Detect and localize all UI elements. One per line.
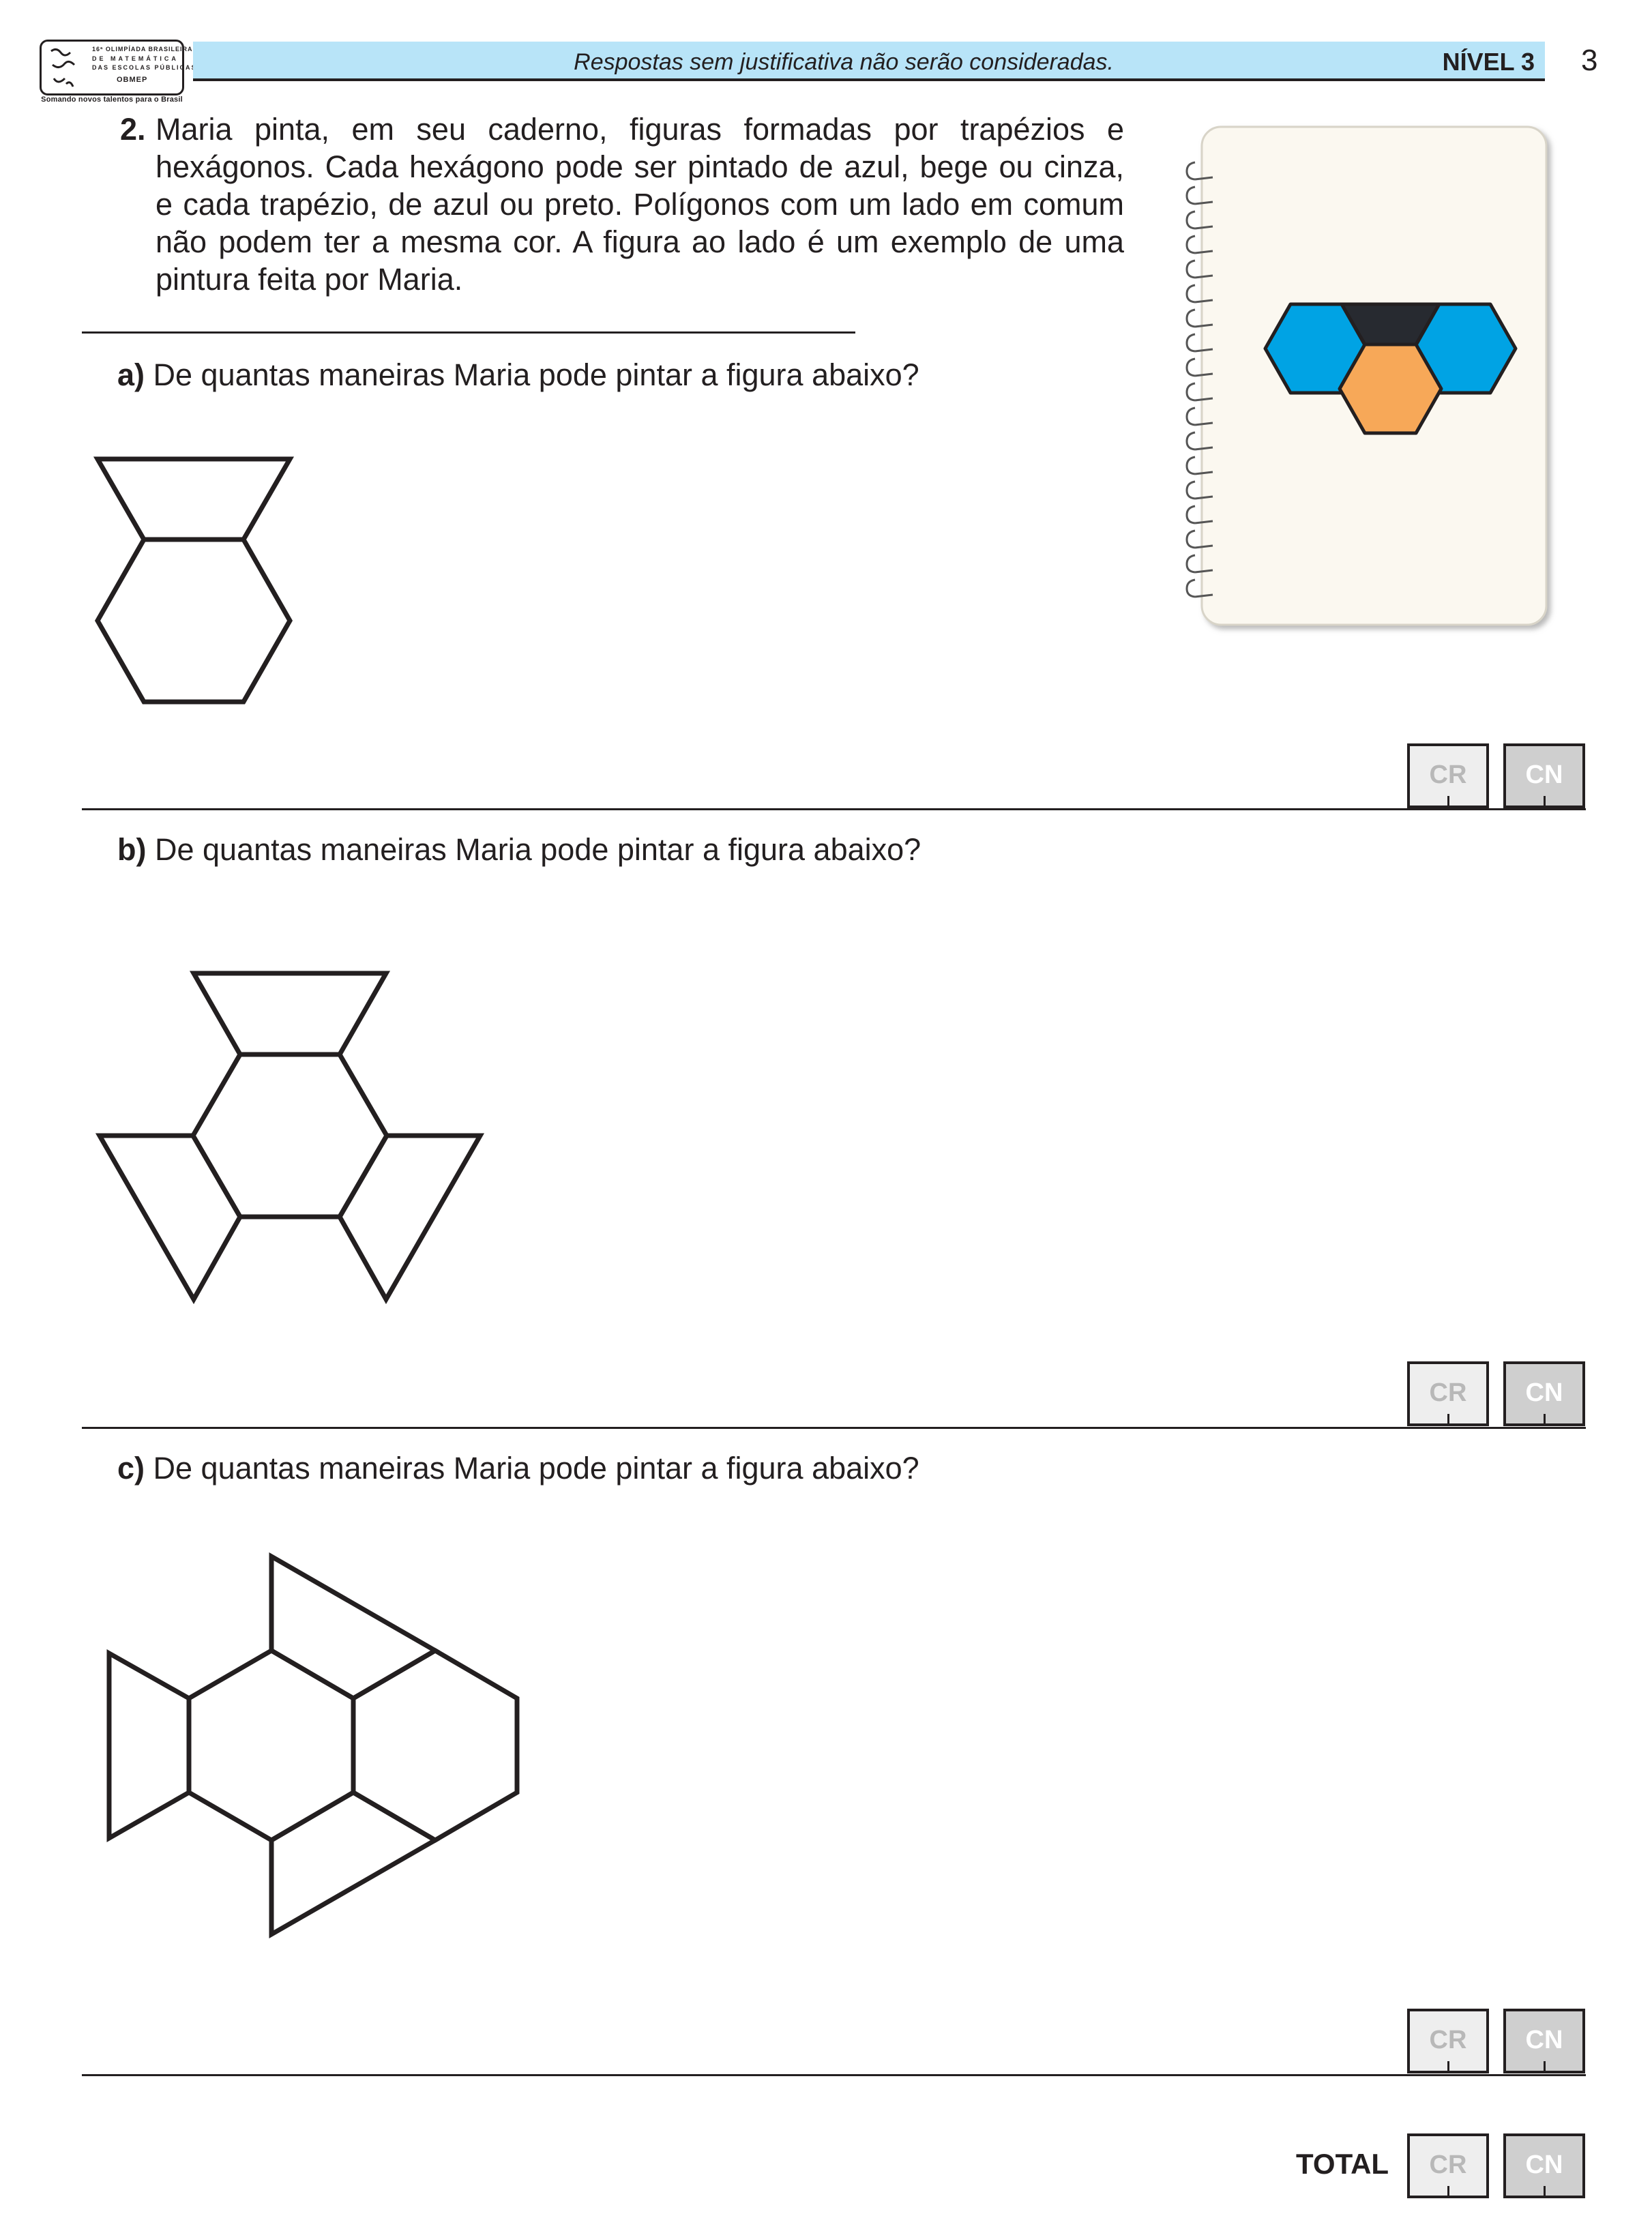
- figure-c-trapezoid-top: [269, 1552, 440, 1702]
- part-c-cn-box: CN: [1503, 2009, 1585, 2073]
- figure-c-trapezoid-bottom: [269, 1789, 440, 1939]
- part-a-rule: [82, 808, 1586, 810]
- figure-c-hexagon-right: [351, 1647, 520, 1844]
- part-a-letter: a): [117, 357, 145, 392]
- part-a-text: De quantas maneiras Maria pode pintar a …: [153, 357, 919, 392]
- part-b-rule: [82, 1427, 1586, 1429]
- example-hexagon-beige: [1338, 342, 1443, 435]
- part-b-prompt: b) De quantas maneiras Maria pode pintar…: [117, 831, 921, 868]
- separator-line: [82, 331, 855, 334]
- part-c-cr-box: CR: [1407, 2009, 1489, 2073]
- figure-b-trapezoid-left: [95, 1133, 244, 1305]
- figure-a: [93, 456, 295, 705]
- figure-c-hexagon-left: [186, 1647, 356, 1844]
- question-number: 2.: [120, 112, 146, 147]
- figure-c-trapezoid-left: [106, 1649, 192, 1843]
- level-label: NÍVEL 3: [1442, 48, 1535, 76]
- spiral-binding-icon: [1185, 161, 1213, 598]
- figure-b-hexagon: [190, 1052, 390, 1220]
- figure-b: [95, 971, 485, 1305]
- figure-c: [106, 1552, 520, 1939]
- header-note: Respostas sem justificativa não serão co…: [574, 49, 1114, 75]
- part-c-letter: c): [117, 1451, 145, 1486]
- header-band: [193, 42, 1545, 81]
- logo-line-2: DE MATEMÁTICA: [92, 55, 179, 62]
- part-a-prompt: a) De quantas maneiras Maria pode pintar…: [117, 356, 919, 394]
- part-c-text: De quantas maneiras Maria pode pintar a …: [153, 1451, 919, 1486]
- part-b-letter: b): [117, 832, 147, 867]
- total-cn-box: CN: [1503, 2133, 1585, 2198]
- logo-line-3: DAS ESCOLAS PÚBLICAS: [92, 64, 197, 71]
- logo-line-4: OBMEP: [117, 76, 148, 84]
- notebook-example-figure: [1185, 125, 1548, 626]
- part-b-cn-box: CN: [1503, 1361, 1585, 1426]
- figure-a-trapezoid: [93, 456, 295, 542]
- part-a-cr-box: CR: [1407, 743, 1489, 808]
- logo-tagline: Somando novos talentos para o Brasil: [41, 95, 183, 104]
- total-cr-box: CR: [1407, 2133, 1489, 2198]
- figure-a-hexagon: [94, 537, 293, 705]
- part-b-cr-box: CR: [1407, 1361, 1489, 1426]
- obmep-logo: 16ª OLIMPÍADA BRASILEIRA DE MATEMÁTICA D…: [40, 40, 196, 95]
- part-b-text: De quantas maneiras Maria pode pintar a …: [155, 832, 921, 867]
- part-a-cn-box: CN: [1503, 743, 1585, 808]
- page-number: 3: [1581, 44, 1598, 77]
- logo-mark-icon: [50, 48, 76, 87]
- figure-b-trapezoid-top: [189, 971, 391, 1057]
- part-c-rule: [82, 2074, 1586, 2076]
- logo-line-1: 16ª OLIMPÍADA BRASILEIRA: [92, 46, 193, 53]
- figure-b-trapezoid-right: [336, 1133, 485, 1305]
- total-label: TOTAL: [1296, 2148, 1389, 2180]
- part-c-prompt: c) De quantas maneiras Maria pode pintar…: [117, 1449, 919, 1487]
- question-text: Maria pinta, em seu caderno, figuras for…: [156, 112, 1124, 297]
